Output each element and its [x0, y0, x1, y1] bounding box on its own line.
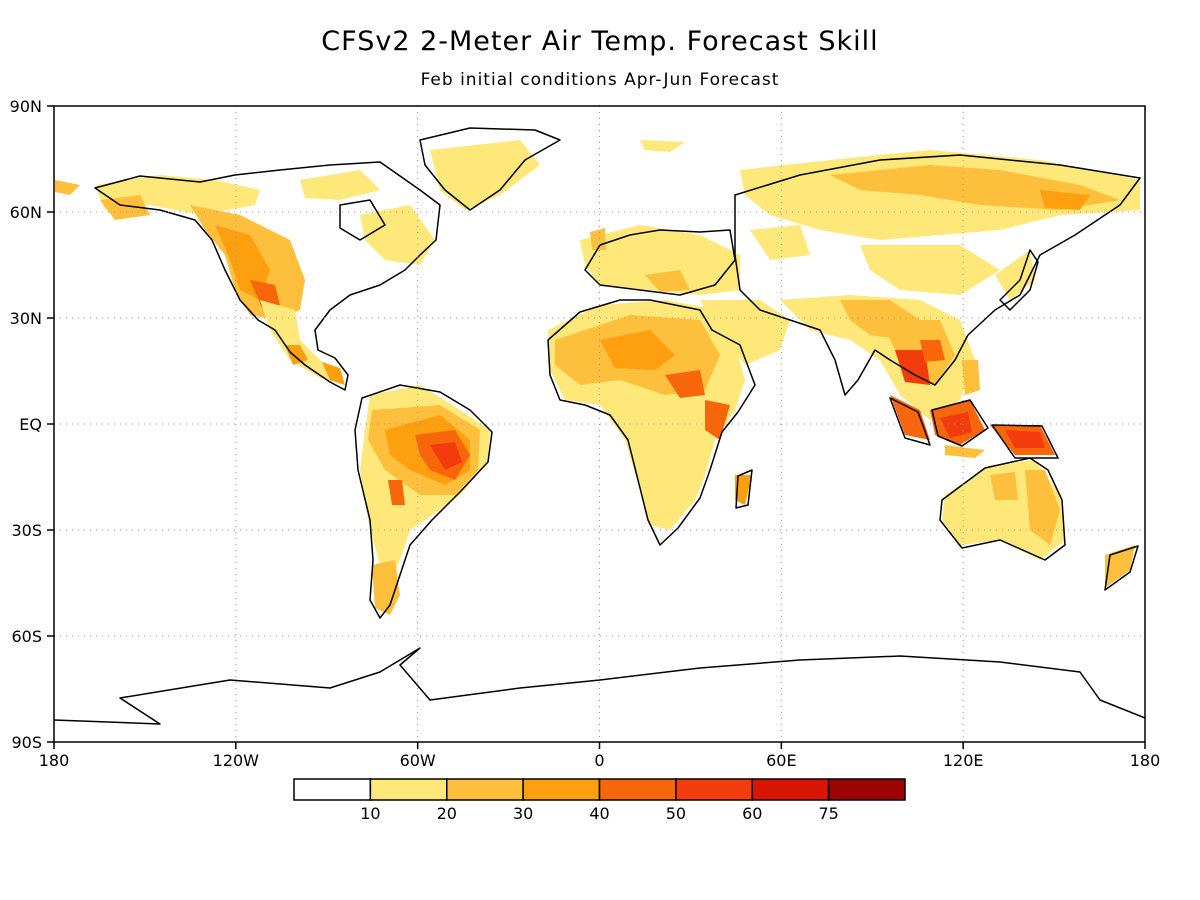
lon-tick-label: 60W: [400, 751, 436, 770]
colorbar-swatch: [598, 778, 677, 801]
coastlines: [54, 127, 1145, 725]
colorbar-label: 10: [360, 804, 380, 823]
gridlines: [54, 106, 1145, 742]
lat-tick-label: 90S: [11, 733, 42, 752]
colorbar-swatch: [751, 778, 830, 801]
colorbar-label: 50: [666, 804, 686, 823]
lon-tick-label: 120W: [213, 751, 260, 770]
lon-tick-label: 0: [594, 751, 604, 770]
lat-tick-label: 60N: [10, 203, 42, 222]
colorbar-swatch: [369, 778, 448, 801]
map-title: CFSv2 2-Meter Air Temp. Forecast Skill: [321, 26, 879, 57]
colorbar-swatch: [827, 778, 906, 801]
lon-tick-label: 180: [39, 751, 70, 770]
lon-tick-label: 120E: [943, 751, 984, 770]
lat-tick-label: 60S: [11, 627, 42, 646]
colorbar-swatch: [522, 778, 601, 801]
colorbar-swatch: [293, 778, 372, 801]
colorbar-label: 60: [742, 804, 762, 823]
colorbar-label: 30: [513, 804, 533, 823]
colorbar-swatch: [446, 778, 524, 801]
map-subtitle: Feb initial conditions Apr-Jun Forecast: [420, 70, 780, 90]
lat-tick-label: 30N: [10, 309, 42, 328]
lat-tick-label: 90N: [10, 97, 42, 116]
lon-tick-label: 180: [1130, 751, 1161, 770]
colorbar-label: 75: [818, 804, 838, 823]
colorbar-label: 20: [437, 804, 457, 823]
lat-tick-label: 30S: [11, 521, 42, 540]
lon-tick-label: 60E: [766, 751, 796, 770]
lat-tick-label: EQ: [19, 415, 42, 434]
colorbar: 10 20 30 40 50 60 75: [293, 778, 906, 823]
colorbar-swatch: [675, 778, 753, 801]
skill-shading: [55, 140, 1140, 615]
colorbar-label: 40: [589, 804, 609, 823]
